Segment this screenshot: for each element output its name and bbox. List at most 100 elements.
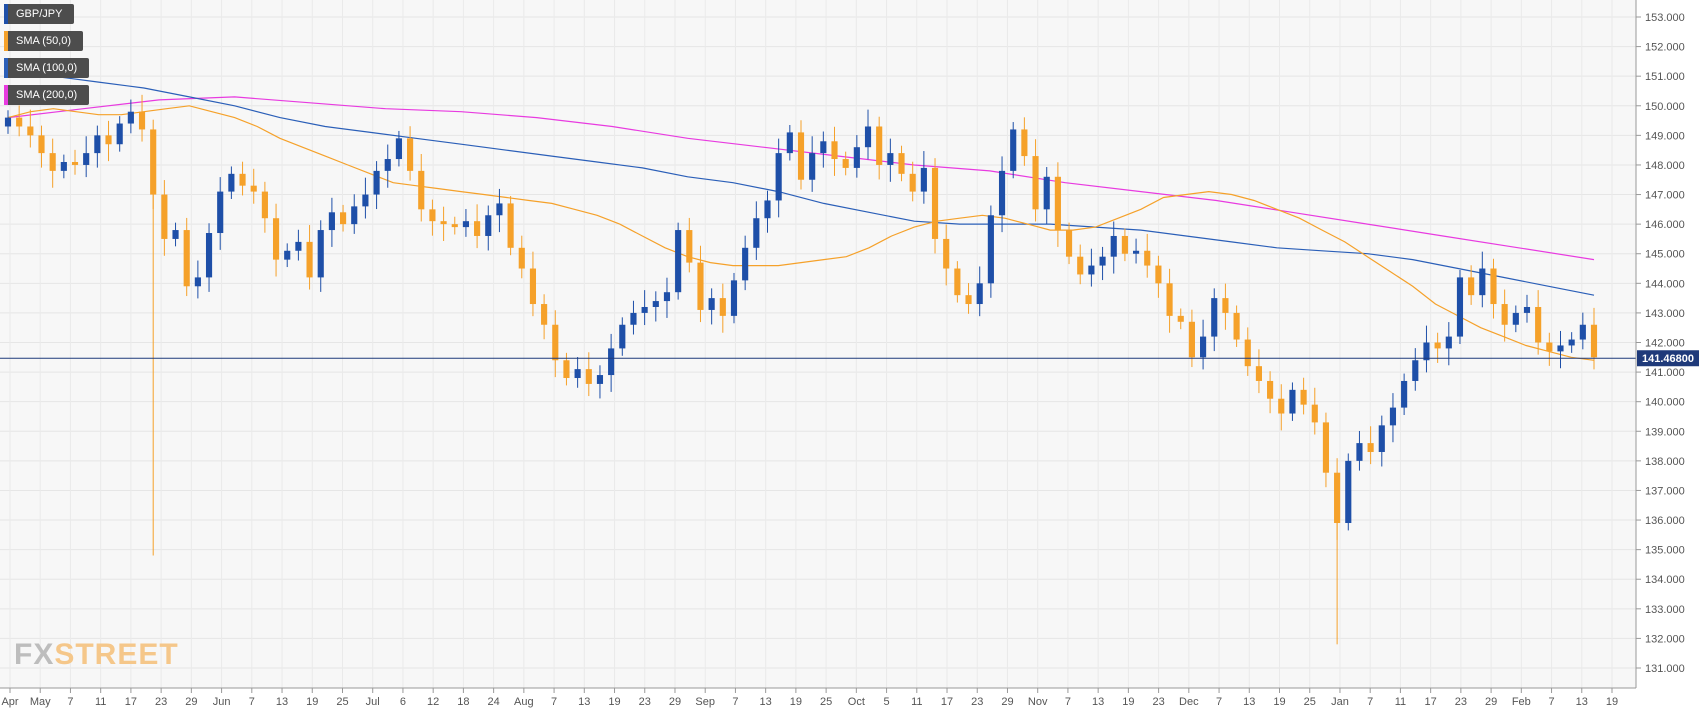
- candle-down: [1322, 422, 1330, 473]
- candle-up: [295, 241, 302, 251]
- x-tick-label: Jan: [1331, 696, 1349, 708]
- candle-up: [1412, 360, 1419, 381]
- candle-down: [1434, 342, 1441, 349]
- x-axis: Apr May 7 11 17 23 29 Jun 7 13 19 25 Jul 6 12 18 24 Aug 7 1…: [0, 687, 1636, 708]
- y-tick-label: 146.000: [1645, 219, 1685, 231]
- y-tick-label: 152.000: [1645, 42, 1685, 54]
- x-tick-label: 19: [306, 696, 318, 708]
- candle-down: [339, 212, 347, 225]
- legend-swatch: [4, 31, 8, 51]
- candle-down: [876, 126, 883, 165]
- candle-up: [1579, 324, 1586, 340]
- candle-up: [641, 306, 648, 313]
- candle-up: [864, 126, 872, 148]
- y-tick-label: 153.000: [1645, 12, 1685, 24]
- y-tick-label: 132.000: [1645, 633, 1685, 645]
- x-tick-label: 17: [125, 696, 137, 708]
- candle-down: [909, 173, 916, 192]
- x-tick-label: 13: [276, 696, 288, 708]
- candle-down: [250, 185, 257, 192]
- candle-up: [987, 215, 994, 284]
- candle-up: [1401, 380, 1408, 408]
- x-tick-label: Jul: [366, 696, 380, 708]
- x-tick-label: 23: [639, 696, 651, 708]
- candle-down: [529, 268, 537, 305]
- candle-up: [786, 132, 793, 154]
- legend-label: SMA (50,0): [8, 31, 84, 51]
- candle-down: [585, 369, 592, 384]
- candle-down: [27, 126, 34, 136]
- x-tick-label: 23: [155, 696, 167, 708]
- x-tick-label: 7: [1548, 696, 1554, 708]
- candle-down: [429, 209, 436, 222]
- y-tick-label: 144.000: [1645, 278, 1685, 290]
- candle-down: [1546, 342, 1553, 352]
- candle-down: [1155, 265, 1162, 284]
- candle-down: [1468, 277, 1475, 296]
- x-tick-label: 7: [1216, 696, 1222, 708]
- y-tick-label: 148.000: [1645, 160, 1685, 172]
- candle-up: [619, 324, 626, 349]
- legend-swatch: [4, 58, 8, 78]
- candle-down: [943, 238, 950, 269]
- legend-item-symbol[interactable]: GBP/JPY: [4, 4, 89, 24]
- candle-down: [697, 262, 704, 310]
- y-tick-label: 136.000: [1645, 515, 1685, 527]
- y-tick-label: 131.000: [1645, 663, 1685, 675]
- x-tick-label: 29: [1485, 696, 1497, 708]
- candle-up: [217, 191, 224, 234]
- candle-up: [1512, 312, 1519, 325]
- candle-up: [1289, 389, 1296, 414]
- candle-down: [306, 241, 313, 278]
- candle-up: [1568, 339, 1575, 346]
- candle-down: [965, 295, 972, 305]
- candle-down: [1278, 398, 1285, 414]
- candle-up: [1200, 336, 1207, 358]
- candle-down: [418, 170, 425, 210]
- candle-down: [541, 304, 548, 325]
- x-tick-label: 7: [1065, 696, 1071, 708]
- candle-down: [451, 224, 458, 228]
- candle-up: [753, 218, 760, 248]
- candle-down: [105, 135, 112, 145]
- x-tick-label: 7: [732, 696, 738, 708]
- x-tick-label: 23: [971, 696, 983, 708]
- x-tick-label: 19: [1273, 696, 1285, 708]
- candle-down: [552, 324, 559, 361]
- legend-item-sma200[interactable]: SMA (200,0): [4, 85, 90, 105]
- candle-down: [239, 173, 246, 186]
- y-tick-label: 147.000: [1645, 190, 1685, 202]
- candle-up: [1456, 277, 1464, 337]
- candle-up: [462, 221, 470, 228]
- x-tick-label: 24: [487, 696, 499, 708]
- x-tick-label: 12: [427, 696, 439, 708]
- candle-up: [194, 277, 201, 287]
- candle-up: [630, 312, 637, 325]
- x-tick-label: 11: [911, 696, 922, 708]
- candle-up: [328, 212, 335, 231]
- legend-item-sma50[interactable]: SMA (50,0): [4, 31, 89, 51]
- y-tick-label: 139.000: [1645, 426, 1685, 438]
- x-tick-label: 17: [941, 696, 953, 708]
- candle-down: [1144, 250, 1151, 266]
- candle-up: [1110, 235, 1117, 257]
- candle-down: [183, 230, 190, 287]
- candle-up: [574, 369, 581, 379]
- x-tick-label: 13: [760, 696, 772, 708]
- candle-up: [284, 250, 291, 260]
- candle-down: [161, 194, 168, 239]
- x-tick-label: 11: [1395, 696, 1406, 708]
- candle-up: [652, 301, 659, 307]
- y-tick-label: 141.000: [1645, 367, 1685, 379]
- x-tick-label: 6: [400, 696, 406, 708]
- sma-100-line: [7, 72, 1595, 296]
- price-line: 141.46800: [0, 350, 1699, 367]
- y-axis: 131.000 132.000 133.000 134.000 135.000 136.0…: [1635, 0, 1685, 688]
- candle-up: [1043, 176, 1050, 210]
- legend-item-sma100[interactable]: SMA (100,0): [4, 58, 90, 78]
- candle-up: [395, 138, 402, 160]
- candle-down: [563, 360, 570, 379]
- x-tick-label: 23: [1455, 696, 1467, 708]
- candle-down: [1311, 404, 1318, 423]
